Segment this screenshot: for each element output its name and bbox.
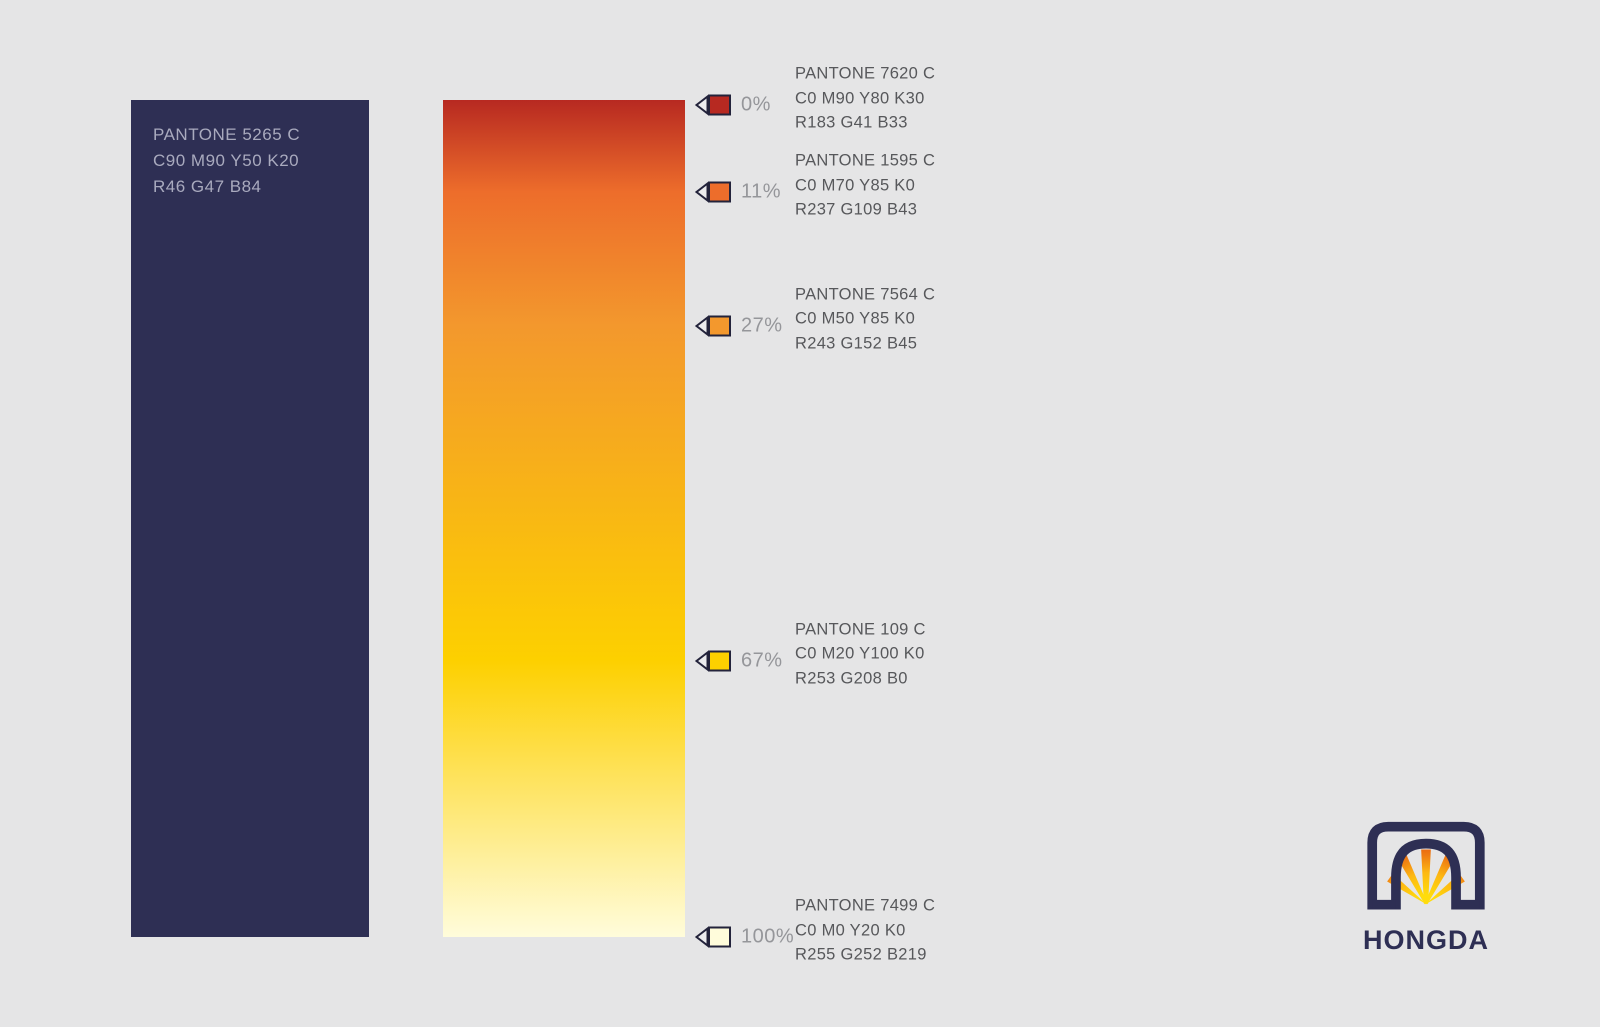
gradient-bar <box>443 100 685 937</box>
stop-spec-block: PANTONE 7564 C C0 M50 Y85 K0 R243 G152 B… <box>795 282 935 356</box>
base-color-swatch: PANTONE 5265 C C90 M90 Y50 K20 R46 G47 B… <box>131 100 369 937</box>
stop-marker-icon <box>694 94 731 116</box>
stop-rgb-value: R237 G109 B43 <box>795 200 918 219</box>
stop-pantone-name: PANTONE 109 C <box>795 620 926 639</box>
stop-marker-icon <box>694 926 731 948</box>
stop-percent-label: 27% <box>741 314 783 337</box>
stop-cmyk-value: C0 M0 Y20 K0 <box>795 920 906 939</box>
base-rgb-value: R46 G47 B84 <box>153 177 262 196</box>
stop-pantone-name: PANTONE 1595 C <box>795 151 936 170</box>
hongda-logo-mark-icon <box>1367 821 1485 910</box>
stop-rgb-value: R243 G152 B45 <box>795 334 918 353</box>
stop-percent-label: 100% <box>741 925 795 948</box>
base-cmyk-value: C90 M90 Y50 K20 <box>153 151 300 170</box>
stop-pantone-name: PANTONE 7564 C <box>795 285 936 304</box>
stop-spec-block: PANTONE 7499 C C0 M0 Y20 K0 R255 G252 B2… <box>795 893 935 967</box>
stop-pantone-name: PANTONE 7620 C <box>795 64 936 83</box>
logo-rays <box>1387 849 1465 905</box>
hongda-wordmark: HONGDA <box>1363 925 1489 955</box>
stop-marker-icon <box>694 315 731 337</box>
stop-percent-label: 67% <box>741 649 783 672</box>
stop-rgb-value: R253 G208 B0 <box>795 669 908 688</box>
stop-percent-label: 0% <box>741 93 771 116</box>
stop-cmyk-value: C0 M20 Y100 K0 <box>795 644 925 663</box>
stop-percent-label: 11% <box>741 180 782 203</box>
stop-rgb-value: R183 G41 B33 <box>795 113 908 132</box>
stop-cmyk-value: C0 M50 Y85 K0 <box>795 309 916 328</box>
hongda-logo: HONGDA <box>1356 816 1496 956</box>
gradient-stop-callouts: 0% PANTONE 7620 C C0 M90 Y80 K30 R183 G4… <box>693 0 1133 1027</box>
stop-marker-icon <box>694 650 731 672</box>
stop-marker-icon <box>694 181 731 203</box>
stop-cmyk-value: C0 M90 Y80 K30 <box>795 88 925 107</box>
stop-pantone-name: PANTONE 7499 C <box>795 896 936 915</box>
stop-rgb-value: R255 G252 B219 <box>795 945 927 964</box>
stop-spec-block: PANTONE 7620 C C0 M90 Y80 K30 R183 G41 B… <box>795 61 935 135</box>
stop-spec-block: PANTONE 109 C C0 M20 Y100 K0 R253 G208 B… <box>795 617 926 691</box>
stop-cmyk-value: C0 M70 Y85 K0 <box>795 175 916 194</box>
base-pantone-name: PANTONE 5265 C <box>153 125 301 144</box>
stop-spec-block: PANTONE 1595 C C0 M70 Y85 K0 R237 G109 B… <box>795 148 935 222</box>
